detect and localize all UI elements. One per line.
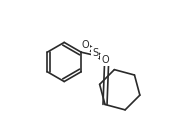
Text: S: S	[92, 47, 98, 58]
Text: O: O	[101, 55, 109, 65]
Text: O: O	[81, 40, 89, 50]
